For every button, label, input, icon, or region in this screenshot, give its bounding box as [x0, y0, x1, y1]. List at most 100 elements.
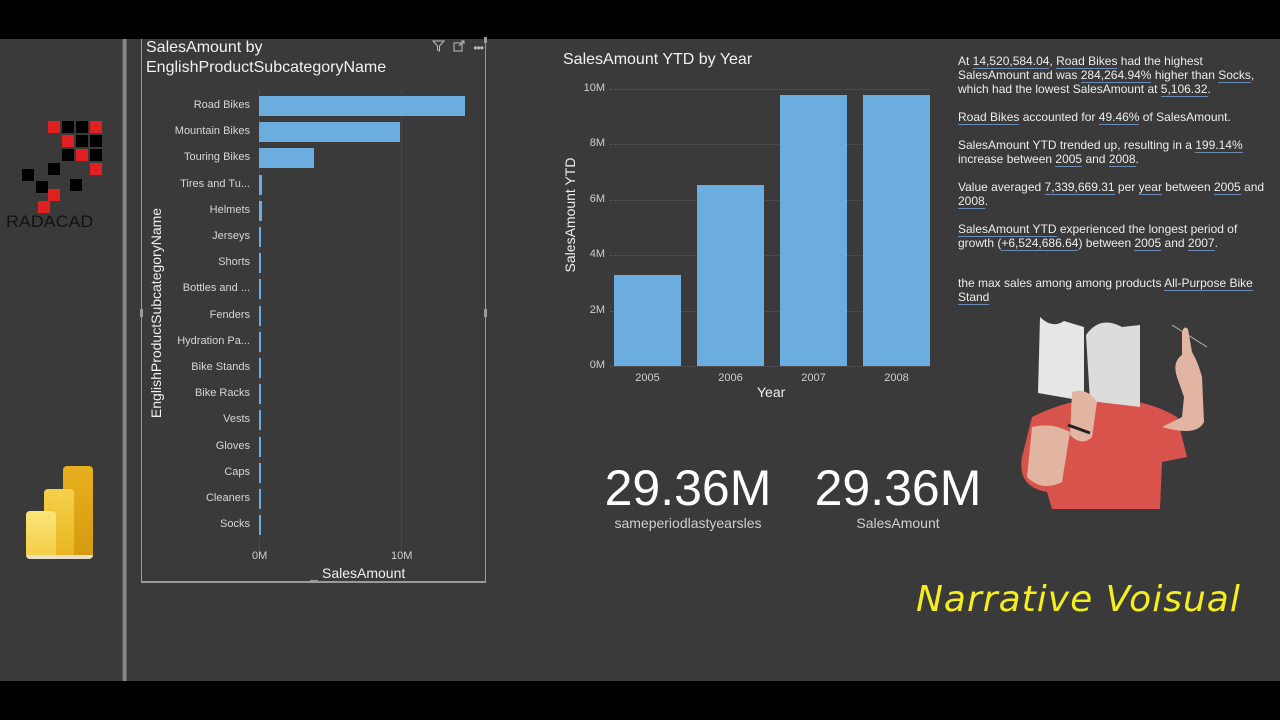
- narrative-text: At: [958, 54, 973, 68]
- bar[interactable]: [259, 436, 261, 457]
- report-canvas: RADACAD SalesAmount by EnglishProductSub…: [0, 37, 1280, 681]
- bar[interactable]: [259, 122, 401, 143]
- category-label: Cleaners: [205, 492, 250, 504]
- narrative-value-link[interactable]: 2008: [1108, 152, 1136, 167]
- bar[interactable]: [259, 384, 261, 405]
- category-label: Road Bikes: [193, 99, 250, 111]
- narrative-value-link[interactable]: 2007: [1187, 236, 1215, 251]
- narrative-text: ) between: [1078, 236, 1135, 250]
- power-bi-icon: [26, 466, 94, 562]
- narrative-value-link[interactable]: Socks: [1218, 68, 1251, 83]
- card-value: 29.36M: [814, 460, 982, 516]
- gridline-10m: [401, 91, 402, 551]
- narrative-value-link[interactable]: year: [1138, 180, 1162, 195]
- category-label: Caps: [224, 465, 250, 478]
- bar[interactable]: [259, 200, 263, 221]
- y-tick: 2M: [589, 303, 605, 316]
- narrative-value-link[interactable]: +6,524,686.64: [1001, 236, 1079, 251]
- narrative-p5: SalesAmount YTD experienced the longest …: [958, 222, 1270, 251]
- gridline: [610, 89, 930, 90]
- narrative-text: .: [1207, 82, 1211, 96]
- radacad-logo: RADACAD: [6, 119, 122, 231]
- narrative-value-link[interactable]: 2008: [958, 194, 985, 209]
- bar[interactable]: [259, 515, 261, 536]
- category-label: Helmets: [209, 203, 250, 216]
- focus-mode-icon[interactable]: [453, 40, 465, 55]
- category-label: Tires and Tu...: [180, 177, 250, 190]
- bar[interactable]: [259, 489, 261, 509]
- column-bar[interactable]: [780, 94, 847, 366]
- filter-icon[interactable]: [432, 40, 446, 55]
- resize-handle-top-right[interactable]: [484, 37, 487, 43]
- narrative-value-link[interactable]: 7,339,669.31: [1044, 180, 1115, 195]
- narrative-text: .: [984, 194, 989, 208]
- bar[interactable]: [259, 227, 262, 247]
- narrative-value-link[interactable]: 5,106.32: [1160, 82, 1208, 97]
- narrative-value-link[interactable]: SalesAmount YTD: [958, 222, 1057, 237]
- narrative-value-link[interactable]: 14,520,584.04: [972, 54, 1050, 69]
- bar[interactable]: [259, 279, 261, 300]
- narrative-text: and: [1161, 236, 1188, 250]
- x-axis-label: SalesAmount: [322, 565, 406, 581]
- resize-handle-right[interactable]: [484, 309, 487, 317]
- category-label: Mountain Bikes: [174, 125, 250, 138]
- narrative-text: experienced the longest period of growth…: [958, 222, 1238, 250]
- visual-title: SalesAmount YTD by Year: [563, 51, 753, 68]
- narrative-value-link[interactable]: 284,264.94%: [1080, 68, 1152, 83]
- gridline: [610, 255, 930, 257]
- column-chart-visual[interactable]: SalesAmount YTD by Year SalesAmount YTD …: [560, 47, 940, 400]
- narrative-value-link[interactable]: 2005: [1214, 180, 1241, 195]
- bar[interactable]: [259, 331, 261, 352]
- bar[interactable]: [259, 253, 261, 274]
- column-bar[interactable]: [697, 185, 764, 366]
- category-label: Hydration Pa...: [177, 334, 250, 347]
- bar[interactable]: [259, 358, 261, 378]
- kpi-card-salesamount[interactable]: 29.36M SalesAmount: [806, 459, 990, 531]
- y-tick: 6M: [589, 192, 605, 205]
- bar[interactable]: [259, 462, 261, 483]
- narrative-text: and: [1082, 152, 1109, 166]
- visual-header-icons: •••: [432, 40, 484, 55]
- narrative-value-link[interactable]: 2005: [1134, 236, 1162, 251]
- narrative-value-link[interactable]: All-Purpose Bike Stand: [958, 276, 1253, 305]
- category-label: Shorts: [218, 256, 250, 269]
- column-bar[interactable]: [863, 95, 930, 366]
- category-label: Fenders: [209, 308, 250, 321]
- smart-narrative[interactable]: At 14,520,584.04, Road Bikes had the hig…: [958, 54, 1270, 318]
- pane-divider[interactable]: [122, 39, 127, 681]
- bar[interactable]: [259, 174, 263, 195]
- column-bar[interactable]: [614, 275, 681, 366]
- x-tick: 10M: [391, 550, 413, 562]
- narrative-value-link[interactable]: 199.14%: [1195, 138, 1243, 153]
- kpi-card-sameperiodlastyear[interactable]: 29.36M sameperiodlastyearsles: [596, 459, 780, 531]
- y-tick: 10M: [583, 82, 605, 94]
- narrative-value-link[interactable]: 2005: [1055, 152, 1083, 167]
- x-tick: 0M: [252, 550, 268, 562]
- gridline: [610, 199, 930, 201]
- more-options-icon[interactable]: •••: [473, 40, 484, 55]
- narrative-text: per: [1114, 180, 1139, 194]
- bar[interactable]: [259, 148, 314, 169]
- resize-handle-left[interactable]: [140, 309, 143, 317]
- y-tick: 0M: [589, 359, 605, 371]
- narrative-value-link[interactable]: Road Bikes: [958, 110, 1020, 125]
- narrative-p3: SalesAmount YTD trended up, resulting in…: [958, 138, 1270, 167]
- gridline: [610, 144, 930, 146]
- narrative-value-link[interactable]: Road Bikes: [1056, 54, 1118, 69]
- resize-handle-bottom[interactable]: [310, 580, 318, 583]
- narrative-value-link[interactable]: 49.46%: [1098, 110, 1140, 125]
- bar[interactable]: [259, 305, 261, 326]
- video-caption: Narrative Voisual: [916, 579, 1241, 620]
- sidebar: RADACAD: [0, 39, 122, 681]
- narrative-text: between: [1161, 180, 1214, 194]
- narrative-text: .: [1135, 152, 1139, 166]
- bar-chart-visual[interactable]: SalesAmount by EnglishProductSubcategory…: [140, 37, 487, 583]
- category-label: Socks: [220, 518, 250, 531]
- narrative-text: Value averaged: [958, 180, 1045, 194]
- narrative-text: .: [1214, 236, 1218, 250]
- radacad-wordmark: RADACAD: [6, 212, 94, 231]
- bar[interactable]: [259, 96, 466, 116]
- y-axis-label: SalesAmount YTD: [562, 157, 578, 273]
- narrative-text: the max sales among among products: [958, 276, 1165, 290]
- bar[interactable]: [259, 410, 261, 431]
